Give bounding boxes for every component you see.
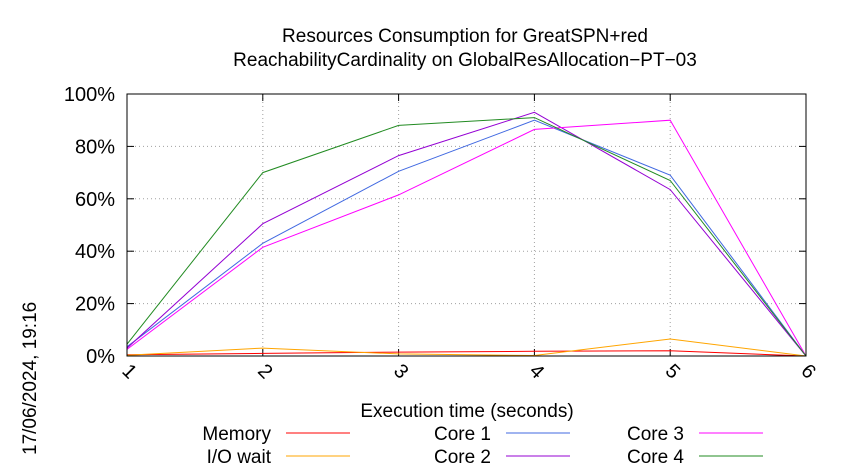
- x-axis-ticks: 1 2 3 4 5 6: [117, 94, 820, 383]
- y-tick-label: 60%: [75, 189, 115, 211]
- x-tick-label: 4: [525, 360, 548, 383]
- x-tick-label: 2: [253, 360, 276, 383]
- series-line-core-4: [126, 117, 807, 357]
- y-tick-label: 20%: [75, 294, 115, 316]
- series-line-i-o-wait: [126, 338, 807, 357]
- plot-border: [126, 93, 807, 357]
- timestamp: 17/06/2024, 19:16: [20, 302, 41, 455]
- chart-title-line2: ReachabilityCardinality on GlobalResAllo…: [233, 50, 697, 71]
- x-tick-label: 5: [661, 360, 684, 383]
- series-line-core-2: [126, 111, 807, 357]
- x-axis-label: Execution time (seconds): [360, 401, 573, 422]
- x-tick-label: 3: [389, 360, 412, 383]
- series-lines: [126, 111, 807, 357]
- series-line-core-3: [126, 119, 807, 357]
- y-axis-ticks: 0% 20% 40% 60% 80% 100%: [64, 84, 806, 368]
- y-tick-label: 100%: [64, 84, 115, 106]
- x-tick-label: 1: [117, 360, 140, 383]
- legend-label: Memory: [202, 424, 271, 445]
- y-tick-label: 40%: [75, 241, 115, 263]
- legend-label: I/O wait: [207, 447, 272, 468]
- x-tick-label: 6: [796, 360, 819, 383]
- series-line-memory: [126, 350, 807, 357]
- legend-label: Core 4: [627, 447, 684, 468]
- legend-label: Core 1: [434, 424, 491, 445]
- y-tick-label: 80%: [75, 136, 115, 158]
- y-tick-label: 0%: [86, 346, 115, 368]
- legend-label: Core 3: [627, 424, 684, 445]
- legend-label: Core 2: [434, 447, 491, 468]
- series-line-core-1: [126, 119, 807, 357]
- chart-title-line1: Resources Consumption for GreatSPN+red: [282, 26, 648, 47]
